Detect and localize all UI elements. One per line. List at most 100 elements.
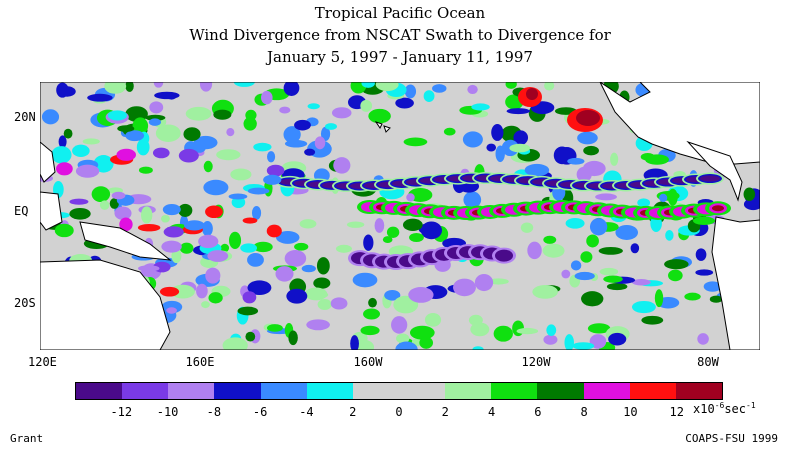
field-patch: [138, 166, 153, 174]
divergence-map: [40, 82, 760, 350]
field-patch: [253, 241, 273, 253]
field-patch: [637, 198, 651, 208]
field-patch: [283, 82, 300, 96]
field-patch: [63, 128, 73, 139]
field-patch: [222, 337, 248, 350]
field-patch: [114, 206, 132, 220]
field-patch: [203, 160, 213, 173]
field-patch: [586, 234, 599, 248]
field-patch: [119, 217, 133, 232]
field-patch: [574, 271, 595, 281]
field-patch: [544, 82, 555, 91]
field-patch: [363, 234, 374, 251]
land-hawaii: [374, 121, 391, 133]
colorbar-swatch: [675, 383, 722, 399]
field-patch: [333, 157, 351, 174]
field-patch: [543, 334, 558, 345]
field-patch: [463, 191, 482, 209]
field-patch: [375, 82, 399, 92]
field-patch: [654, 289, 664, 308]
field-patch: [630, 243, 640, 254]
field-patch: [382, 236, 393, 244]
field-patch: [330, 297, 348, 310]
field-patch: [304, 148, 316, 156]
colorbar-swatch: [629, 383, 676, 399]
field-patch: [684, 292, 701, 301]
field-patch: [324, 123, 337, 130]
field-patch: [703, 281, 722, 292]
field-patch: [402, 218, 423, 231]
field-patch: [51, 146, 72, 164]
field-patch: [185, 106, 212, 121]
field-patch: [314, 136, 326, 150]
field-patch: [137, 224, 161, 232]
field-patch: [69, 198, 89, 205]
colorbar-swatch: [168, 383, 215, 399]
field-patch: [166, 307, 177, 314]
field-patch: [198, 234, 219, 249]
colorbar-tick-label: 2: [441, 405, 449, 419]
field-patch: [471, 103, 490, 111]
field-patch: [75, 164, 100, 178]
field-patch: [247, 187, 270, 195]
field-patch: [307, 103, 320, 110]
field-patch: [303, 290, 329, 299]
field-patch: [261, 90, 273, 105]
field-patch: [491, 124, 504, 141]
colorbar-tick-label: 2: [349, 405, 357, 419]
lon-label-120e: 120E: [28, 355, 57, 369]
field-patch: [493, 325, 513, 342]
field-patch: [226, 128, 235, 137]
field-patch: [665, 230, 674, 241]
field-patch: [408, 286, 434, 303]
field-patch: [155, 124, 181, 142]
field-patch: [368, 297, 377, 308]
colorbar-swatch: [398, 383, 446, 399]
field-patch: [331, 107, 352, 119]
field-patch: [580, 251, 593, 263]
colorbar-swatch: [352, 383, 399, 399]
field-patch: [149, 101, 164, 114]
field-patch: [179, 242, 194, 254]
field-patch: [267, 151, 276, 163]
footer-credit: COAPS-FSU 1999: [685, 432, 778, 445]
land-central-america: [686, 140, 743, 202]
field-patch: [419, 336, 434, 349]
field-patch: [582, 160, 606, 177]
field-patch: [247, 280, 272, 296]
field-patch: [213, 109, 232, 120]
field-patch: [283, 126, 301, 143]
field-patch: [641, 315, 664, 325]
field-patch: [432, 84, 447, 93]
field-patch: [610, 152, 619, 166]
field-patch: [363, 308, 380, 320]
field-patch: [587, 323, 611, 334]
field-patch: [505, 82, 517, 89]
field-patch: [266, 324, 283, 332]
colorbar-tick-label: -8: [206, 405, 222, 419]
field-patch: [201, 301, 210, 309]
field-patch: [495, 249, 513, 262]
field-patch: [632, 278, 651, 286]
field-patch: [266, 164, 285, 177]
colorbar-tick-label: 8: [580, 405, 588, 419]
field-patch: [695, 248, 707, 261]
field-patch: [404, 84, 417, 99]
colorbar-swatch: [306, 383, 353, 399]
field-patch: [162, 203, 181, 216]
field-patch: [275, 230, 300, 244]
field-patch: [286, 288, 308, 304]
field-patch: [216, 149, 241, 161]
field-patch: [116, 148, 136, 161]
field-patch: [184, 220, 205, 231]
field-patch: [546, 324, 557, 336]
field-patch: [409, 325, 435, 340]
field-patch: [82, 138, 100, 145]
field-patch: [516, 327, 539, 335]
colorbar-tick-label: -6: [252, 405, 268, 419]
field-patch: [208, 292, 223, 304]
land-borneo: [40, 191, 63, 231]
field-patch: [243, 116, 257, 131]
field-patch: [360, 99, 373, 112]
land-new-guinea: [79, 221, 172, 261]
